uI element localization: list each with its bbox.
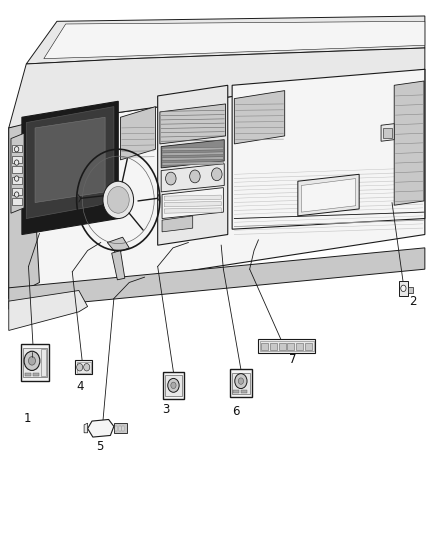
Bar xyxy=(287,343,294,350)
Bar xyxy=(114,423,127,433)
Bar xyxy=(305,343,312,350)
Bar xyxy=(115,426,117,431)
Bar xyxy=(25,373,31,376)
Polygon shape xyxy=(88,419,114,437)
Polygon shape xyxy=(9,48,425,128)
Polygon shape xyxy=(9,69,425,298)
Polygon shape xyxy=(298,174,359,216)
Polygon shape xyxy=(164,208,221,213)
Text: 5: 5 xyxy=(96,440,103,453)
Text: 2: 2 xyxy=(409,295,417,308)
Polygon shape xyxy=(381,124,394,141)
Polygon shape xyxy=(164,201,221,207)
Circle shape xyxy=(14,176,19,181)
Bar xyxy=(12,188,22,195)
Polygon shape xyxy=(234,91,285,144)
Polygon shape xyxy=(112,251,125,280)
Polygon shape xyxy=(162,157,223,160)
Polygon shape xyxy=(161,140,224,168)
Polygon shape xyxy=(44,21,425,59)
Circle shape xyxy=(84,364,90,371)
Bar xyxy=(270,343,277,350)
Polygon shape xyxy=(35,117,105,203)
Polygon shape xyxy=(11,133,24,213)
Bar xyxy=(279,343,286,350)
Bar xyxy=(119,426,121,431)
Bar xyxy=(258,339,315,353)
Bar xyxy=(383,128,392,138)
Circle shape xyxy=(103,181,134,219)
Circle shape xyxy=(166,172,176,185)
Bar xyxy=(12,145,22,152)
Polygon shape xyxy=(120,107,155,160)
Bar xyxy=(12,156,22,163)
Circle shape xyxy=(14,192,19,197)
Bar xyxy=(41,349,46,376)
Bar xyxy=(296,343,303,350)
Bar xyxy=(12,198,22,205)
Polygon shape xyxy=(162,147,223,151)
Circle shape xyxy=(212,168,222,181)
Polygon shape xyxy=(84,423,88,433)
Text: 6: 6 xyxy=(232,405,240,418)
Circle shape xyxy=(24,351,40,370)
Bar xyxy=(75,360,92,374)
Bar xyxy=(233,390,239,393)
Circle shape xyxy=(235,374,247,389)
Polygon shape xyxy=(162,161,223,165)
Bar xyxy=(12,166,22,173)
Polygon shape xyxy=(26,107,114,219)
Circle shape xyxy=(14,147,19,152)
Polygon shape xyxy=(160,104,226,144)
Circle shape xyxy=(401,285,406,292)
Bar xyxy=(399,281,408,296)
Bar xyxy=(33,373,39,376)
Text: 1: 1 xyxy=(23,412,31,425)
Polygon shape xyxy=(9,248,425,309)
Circle shape xyxy=(14,160,19,165)
Bar xyxy=(77,362,91,373)
Circle shape xyxy=(171,382,176,389)
Circle shape xyxy=(77,364,83,371)
Bar xyxy=(12,177,22,184)
Bar xyxy=(122,426,124,431)
Polygon shape xyxy=(26,16,425,64)
Polygon shape xyxy=(394,81,424,205)
Circle shape xyxy=(190,170,200,183)
Bar xyxy=(260,341,314,351)
Bar xyxy=(261,343,268,350)
Polygon shape xyxy=(161,164,224,192)
Bar xyxy=(230,369,252,397)
Bar xyxy=(163,372,184,399)
Bar xyxy=(23,348,47,377)
Text: 4: 4 xyxy=(76,380,84,393)
Circle shape xyxy=(107,187,129,213)
Polygon shape xyxy=(162,152,223,156)
Bar xyxy=(232,373,250,394)
Polygon shape xyxy=(158,85,228,245)
Circle shape xyxy=(238,378,244,384)
Polygon shape xyxy=(162,188,223,219)
Polygon shape xyxy=(162,216,193,232)
Polygon shape xyxy=(22,101,118,235)
Polygon shape xyxy=(9,123,39,298)
Bar xyxy=(241,390,247,393)
Polygon shape xyxy=(232,69,425,229)
Polygon shape xyxy=(107,237,129,253)
Text: 7: 7 xyxy=(289,353,297,366)
Bar xyxy=(408,287,413,293)
Polygon shape xyxy=(164,195,221,200)
Polygon shape xyxy=(301,179,356,212)
Bar xyxy=(21,344,49,381)
Polygon shape xyxy=(9,290,88,330)
Bar xyxy=(165,375,182,396)
Text: 3: 3 xyxy=(162,403,169,416)
Circle shape xyxy=(28,357,35,365)
Circle shape xyxy=(168,378,179,392)
